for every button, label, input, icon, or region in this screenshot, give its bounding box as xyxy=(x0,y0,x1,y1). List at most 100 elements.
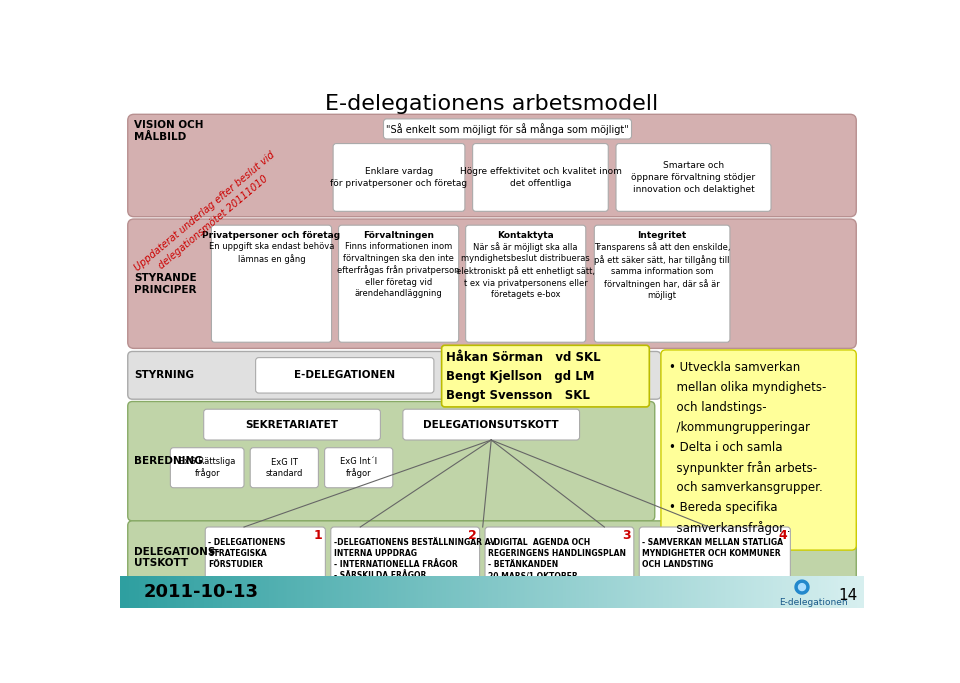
Bar xyxy=(590,576,593,608)
Bar xyxy=(401,576,403,608)
Bar xyxy=(461,576,463,608)
Bar xyxy=(209,576,212,608)
Bar xyxy=(572,576,575,608)
Bar xyxy=(323,576,325,608)
Bar xyxy=(755,576,756,608)
Bar xyxy=(492,576,494,608)
Bar xyxy=(830,576,833,608)
Bar xyxy=(704,576,707,608)
Bar xyxy=(436,576,439,608)
Bar xyxy=(574,576,576,608)
Bar xyxy=(464,576,467,608)
Bar xyxy=(810,576,813,608)
Text: "Så enkelt som möjligt för så många som möjligt": "Så enkelt som möjligt för så många som … xyxy=(386,123,629,135)
Bar xyxy=(360,576,363,608)
Bar xyxy=(642,576,645,608)
Bar xyxy=(180,576,182,608)
Bar xyxy=(760,576,762,608)
Bar xyxy=(620,576,623,608)
Bar xyxy=(497,576,500,608)
Bar xyxy=(306,576,308,608)
Bar xyxy=(217,576,219,608)
Bar xyxy=(858,576,861,608)
Bar xyxy=(241,576,244,608)
Bar xyxy=(142,576,145,608)
Bar xyxy=(695,576,697,608)
Bar xyxy=(816,576,818,608)
Bar xyxy=(507,576,510,608)
Bar xyxy=(852,576,855,608)
FancyBboxPatch shape xyxy=(205,527,325,588)
Bar xyxy=(739,576,742,608)
Bar xyxy=(134,576,137,608)
Bar xyxy=(449,576,452,608)
Bar xyxy=(717,576,720,608)
Bar xyxy=(408,576,411,608)
Bar xyxy=(614,576,617,608)
FancyBboxPatch shape xyxy=(594,225,730,342)
Bar xyxy=(483,576,486,608)
Bar xyxy=(719,576,722,608)
Bar xyxy=(758,576,760,608)
Bar xyxy=(338,576,340,608)
Bar xyxy=(765,576,768,608)
Bar xyxy=(466,576,468,608)
Bar xyxy=(372,576,375,608)
Bar xyxy=(378,576,381,608)
Bar xyxy=(832,576,835,608)
Bar xyxy=(608,576,610,608)
Bar xyxy=(862,576,865,608)
Text: När så är möjligt ska alla
myndighetsbeslut distribueras
elektroniskt på ett enh: När så är möjligt ska alla myndighetsbes… xyxy=(456,242,595,299)
Text: Kontaktyta: Kontaktyta xyxy=(497,232,554,240)
Text: E-delegationens arbetsmodell: E-delegationens arbetsmodell xyxy=(325,94,659,114)
Bar xyxy=(753,576,755,608)
Bar xyxy=(844,576,846,608)
Bar xyxy=(120,576,123,608)
Bar xyxy=(808,576,811,608)
Bar xyxy=(669,576,671,608)
Bar xyxy=(374,576,377,608)
Bar xyxy=(544,576,546,608)
Bar xyxy=(702,576,705,608)
Text: - DELEGATIONENS
STRATEGISKA
FÖRSTUDIER: - DELEGATIONENS STRATEGISKA FÖRSTUDIER xyxy=(208,538,286,569)
Bar xyxy=(442,576,444,608)
Bar xyxy=(775,576,778,608)
Bar xyxy=(602,576,605,608)
Bar xyxy=(289,576,292,608)
Bar xyxy=(156,576,158,608)
Bar xyxy=(784,576,786,608)
Bar xyxy=(849,576,852,608)
Text: En uppgift ska endast behöva
lämnas en gång: En uppgift ska endast behöva lämnas en g… xyxy=(209,242,334,264)
Bar xyxy=(315,576,318,608)
Bar xyxy=(229,576,232,608)
Bar xyxy=(386,576,389,608)
Bar xyxy=(827,576,829,608)
Bar xyxy=(658,576,660,608)
Bar xyxy=(743,576,746,608)
Bar xyxy=(259,576,262,608)
Bar xyxy=(438,576,441,608)
Bar xyxy=(555,576,558,608)
Bar xyxy=(247,576,249,608)
Text: E-delegationen: E-delegationen xyxy=(780,598,848,607)
Bar xyxy=(687,576,690,608)
Bar xyxy=(789,576,792,608)
Polygon shape xyxy=(799,583,805,591)
Bar xyxy=(680,576,683,608)
FancyBboxPatch shape xyxy=(324,448,393,488)
Bar xyxy=(382,576,385,608)
Text: 14: 14 xyxy=(838,589,858,604)
Text: - DIGITAL  AGENDA OCH
REGERINGENS HANDLINGSPLAN
- BETÄNKANDEN
20 MARS/1 OKTOBER: - DIGITAL AGENDA OCH REGERINGENS HANDLIN… xyxy=(488,538,626,580)
Bar xyxy=(404,576,407,608)
Bar xyxy=(265,576,268,608)
Bar xyxy=(814,576,816,608)
FancyBboxPatch shape xyxy=(660,350,856,550)
Bar xyxy=(693,576,695,608)
Bar xyxy=(749,576,752,608)
Bar xyxy=(756,576,758,608)
Bar xyxy=(860,576,863,608)
Bar xyxy=(273,576,276,608)
Bar xyxy=(685,576,688,608)
Bar xyxy=(773,576,776,608)
Bar xyxy=(328,576,331,608)
